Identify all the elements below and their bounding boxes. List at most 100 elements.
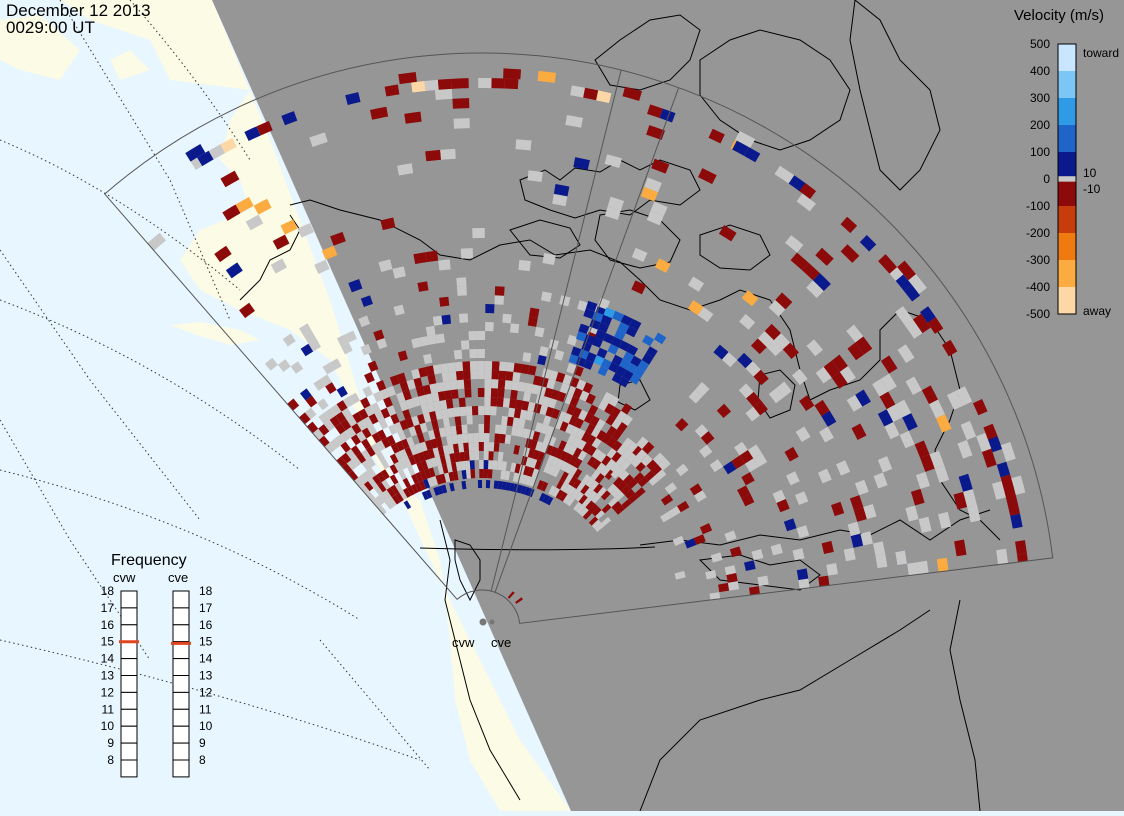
graticule-line-0 [0, 139, 241, 291]
range-cell [360, 343, 372, 356]
map-time: 0029:00 UT [6, 18, 95, 37]
range-cell [522, 391, 532, 402]
range-cell [360, 397, 371, 409]
fov-boundary-beam-1 [494, 87, 680, 593]
range-cell [578, 349, 590, 360]
range-cell [411, 337, 422, 349]
range-cell [501, 461, 508, 471]
range-cell [244, 126, 261, 142]
range-cell [988, 436, 1003, 453]
range-cell [456, 433, 464, 444]
range-cell [403, 500, 412, 510]
range-cell [582, 442, 592, 454]
range-cell [549, 446, 559, 457]
range-cell [1000, 441, 1016, 462]
graticule-line-3 [0, 639, 421, 761]
range-cell [604, 469, 615, 480]
range-cell [570, 85, 586, 98]
range-cell [441, 408, 449, 419]
range-cell [547, 398, 557, 409]
range-cell [650, 201, 668, 217]
range-cell [560, 461, 569, 472]
range-cell [884, 422, 900, 440]
range-cell [815, 247, 834, 266]
range-cell [468, 442, 474, 452]
range-cell [437, 446, 445, 457]
range-cell [818, 575, 830, 588]
range-cell [734, 441, 748, 456]
graticule-line-8 [319, 639, 431, 771]
range-cell [625, 326, 638, 338]
range-cell [504, 434, 512, 445]
range-cell [688, 389, 703, 404]
range-cell [416, 461, 424, 473]
range-cell [417, 281, 429, 292]
range-cell [580, 484, 590, 495]
range-cell [581, 431, 591, 443]
range-cell [396, 392, 406, 403]
range-cell [399, 490, 408, 500]
range-cell [604, 154, 622, 169]
range-cell [413, 252, 427, 265]
range-cell [502, 398, 511, 408]
range-cell [445, 398, 454, 409]
range-cell [601, 455, 612, 466]
range-cell [412, 453, 421, 464]
range-cell [384, 499, 394, 510]
range-cell [386, 385, 397, 397]
range-cell [718, 582, 730, 593]
range-cell [633, 472, 645, 483]
range-cell [577, 450, 588, 461]
range-cell [843, 547, 856, 562]
range-cell [855, 336, 873, 355]
radar-sites: cvw cve [452, 618, 511, 650]
range-cell [991, 480, 1006, 500]
range-cell [776, 381, 792, 398]
range-cell [595, 418, 606, 430]
range-cell [350, 434, 362, 446]
range-cell [455, 370, 464, 381]
range-cell [955, 386, 973, 406]
range-cell [570, 346, 582, 357]
range-cell [694, 424, 709, 438]
range-cell [606, 483, 617, 494]
range-cell [497, 379, 506, 390]
range-cell [425, 489, 433, 499]
range-cell [320, 374, 332, 387]
range-cell [604, 206, 621, 220]
range-cell [342, 463, 353, 475]
range-cell [566, 496, 576, 507]
range-cell [597, 365, 609, 377]
range-cell [556, 479, 565, 490]
range-cell [536, 479, 545, 490]
range-cell [601, 516, 612, 527]
range-cell [954, 539, 967, 557]
range-cell [697, 306, 714, 323]
velocity-inner-tick-10: 10 [1083, 166, 1097, 180]
range-cell [523, 465, 530, 476]
range-cell [855, 389, 871, 407]
range-cell [806, 280, 824, 298]
range-cell [485, 480, 491, 489]
range-cell [545, 496, 554, 506]
range-cell [438, 259, 451, 271]
coastline-segment-12 [949, 599, 981, 812]
range-cell [551, 467, 561, 478]
range-cell [304, 407, 317, 420]
range-cell [391, 494, 401, 505]
range-cell [572, 447, 583, 459]
range-cell [398, 71, 417, 85]
range-cell [470, 469, 476, 479]
range-cell [904, 284, 921, 302]
range-cell [737, 485, 751, 499]
range-cell [677, 500, 690, 513]
range-cell [341, 407, 353, 420]
frequency-tick-left: 18 [101, 584, 115, 598]
range-cell [611, 418, 622, 430]
range-cell [585, 477, 595, 488]
range-cell [895, 550, 908, 566]
range-cell [441, 372, 450, 383]
range-cell [542, 494, 550, 504]
velocity-tick-label: 300 [1030, 91, 1050, 105]
range-cell [463, 442, 470, 452]
